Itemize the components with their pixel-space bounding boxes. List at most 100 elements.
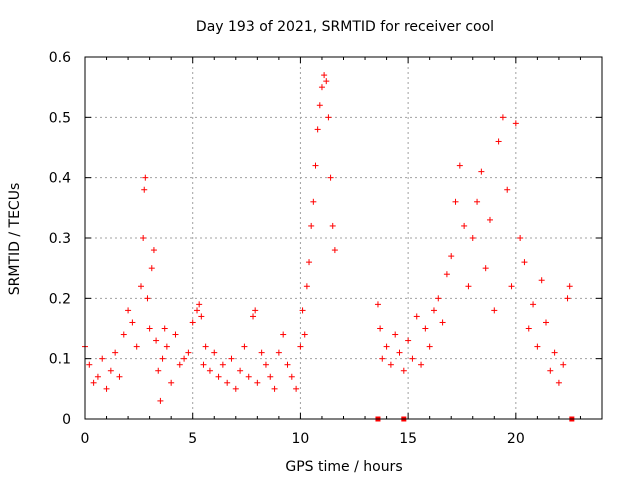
- data-point: [224, 379, 231, 386]
- data-point: [314, 126, 321, 133]
- data-point: [140, 235, 147, 241]
- data-point: [422, 325, 429, 332]
- data-point: [482, 265, 489, 272]
- data-point: [409, 355, 416, 362]
- data-point: [474, 198, 481, 205]
- data-point: [198, 313, 205, 320]
- data-point: [275, 349, 282, 356]
- data-point: [185, 349, 192, 356]
- x-tick-label: 10: [292, 431, 310, 447]
- data-point: [245, 373, 252, 380]
- data-point: [530, 301, 537, 308]
- data-point: [478, 168, 485, 175]
- data-point: [232, 385, 239, 392]
- data-point: [161, 325, 168, 332]
- data-point: [163, 343, 170, 350]
- data-point: [144, 295, 151, 302]
- data-point: [564, 295, 571, 302]
- data-point: [196, 301, 203, 308]
- axis-ticks: 0 5 10 15 20 0 0.1 0.2 0.3 0.4 0.5 0.6: [49, 50, 603, 447]
- data-point: [542, 319, 549, 326]
- data-point: [491, 307, 498, 314]
- data-point: [312, 162, 319, 169]
- data-point: [374, 301, 381, 308]
- y-axis-label: SRMTID / TECUs: [7, 183, 23, 296]
- data-point: [301, 331, 308, 338]
- data-point: [310, 198, 317, 205]
- data-point: [241, 343, 248, 350]
- data-point: [254, 379, 261, 386]
- data-point: [142, 174, 149, 181]
- data-point: [159, 355, 166, 362]
- data-point: [327, 174, 334, 181]
- data-point: [146, 325, 153, 332]
- data-point: [560, 361, 567, 368]
- data-point: [525, 325, 532, 332]
- data-point: [521, 259, 528, 266]
- data-point: [321, 72, 328, 79]
- data-point: [150, 247, 157, 254]
- data-point: [120, 331, 127, 338]
- data-point: [297, 343, 304, 350]
- data-point: [168, 379, 175, 386]
- data-point: [176, 361, 183, 368]
- data-point: [308, 222, 315, 229]
- data-point: [426, 343, 433, 350]
- data-point: [547, 367, 554, 374]
- y-tick-label: 0.6: [49, 50, 71, 66]
- y-tick-label: 0.2: [49, 291, 71, 307]
- data-point: [379, 355, 386, 362]
- data-point: [157, 397, 164, 404]
- data-point: [112, 349, 119, 356]
- data-point: [486, 216, 493, 223]
- data-point: [284, 361, 291, 368]
- data-point: [237, 367, 244, 374]
- data-point: [325, 114, 332, 121]
- data-point: [303, 283, 310, 290]
- data-point: [430, 307, 437, 314]
- data-point: [323, 78, 330, 85]
- data-point: [316, 102, 323, 109]
- data-point: [538, 277, 545, 284]
- plot-frame: [84, 56, 603, 420]
- data-point: [499, 114, 506, 121]
- data-point: [133, 343, 140, 350]
- data-point: [383, 343, 390, 350]
- y-tick-label: 0: [62, 412, 71, 428]
- data-point: [99, 355, 106, 362]
- data-point: [200, 361, 207, 368]
- data-point: [318, 84, 325, 91]
- data-point: [448, 253, 455, 260]
- data-point: [392, 331, 399, 338]
- data-point: [512, 120, 519, 127]
- x-tick-label: 15: [399, 431, 417, 447]
- data-point: [396, 349, 403, 356]
- grid-lines: [85, 57, 602, 419]
- data-point: [271, 385, 278, 392]
- data-point: [456, 162, 463, 169]
- data-point: [129, 319, 136, 326]
- data-point: [125, 307, 132, 314]
- data-point: [293, 385, 300, 392]
- data-point: [299, 307, 306, 314]
- data-point: [418, 361, 425, 368]
- data-point: [90, 379, 97, 386]
- data-point: [267, 373, 274, 380]
- data-point: [504, 186, 511, 193]
- data-point: [329, 222, 336, 229]
- data-point: [141, 186, 148, 193]
- data-point: [181, 355, 188, 362]
- data-point: [465, 283, 472, 290]
- data-point: [405, 337, 412, 344]
- data-point: [508, 283, 515, 290]
- data-point: [202, 343, 209, 350]
- data-point: [413, 313, 420, 320]
- chart-title: Day 193 of 2021, SRMTID for receiver coo…: [196, 19, 494, 35]
- x-tick-label: 0: [81, 431, 90, 447]
- data-point: [148, 265, 155, 272]
- data-point: [400, 367, 407, 374]
- data-point: [566, 283, 573, 290]
- data-point: [331, 247, 338, 254]
- y-tick-label: 0.4: [49, 171, 71, 187]
